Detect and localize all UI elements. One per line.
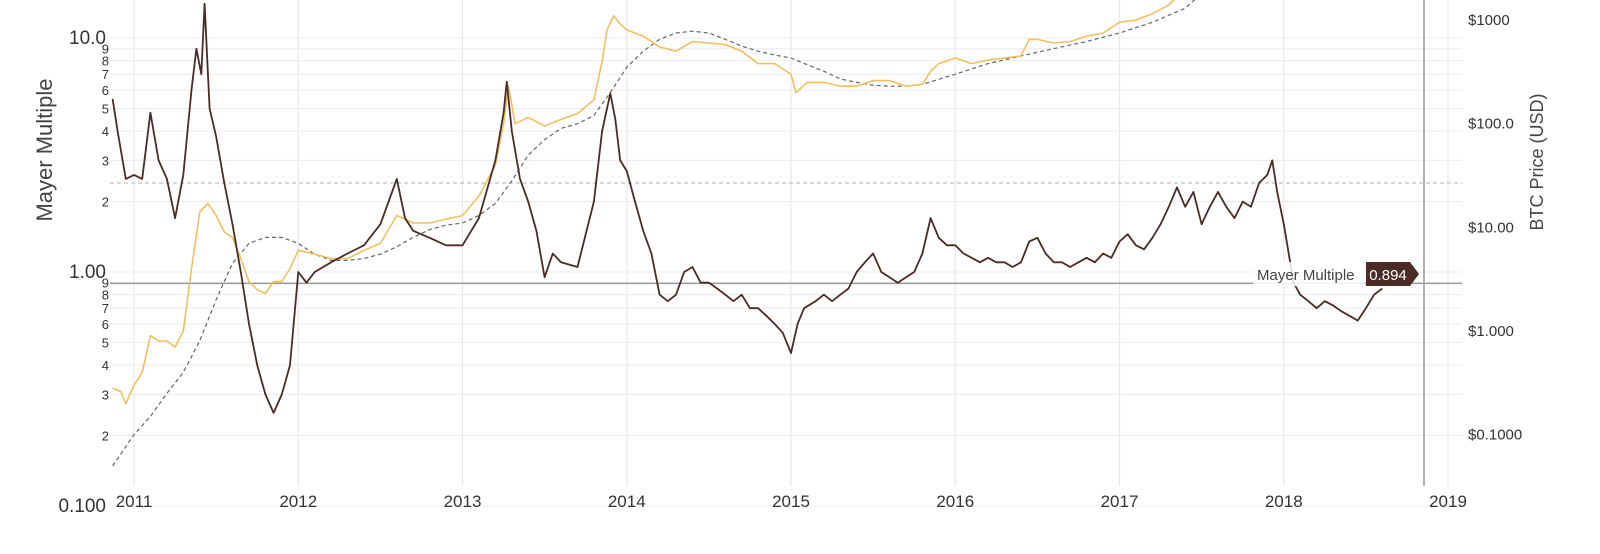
y-right-tick-label: $1000 [1468,12,1510,29]
x-tick-label-2015: 2015 [772,492,810,511]
y-axis-right-title: BTC Price (USD) [1527,93,1547,230]
y-left-minor-tick-label: 7 [102,67,109,82]
series-layer [111,0,1383,467]
x-tick-label-2017: 2017 [1101,492,1139,511]
x-tick-label-2018: 2018 [1265,492,1303,511]
y-right-tick-label: $100.0 [1468,116,1514,133]
y-left-minor-tick-label: 6 [102,317,109,332]
y-left-minor-tick-label: 5 [102,101,109,116]
y-left-minor-tick-label: 9 [102,276,109,291]
y-left-major-tick-label: 0.100 [58,496,106,517]
y-left-minor-tick-label: 7 [102,301,109,316]
y-right-tick-label: $10.00 [1468,219,1514,236]
y-left-minor-tick-label: 6 [102,83,109,98]
y-axis-left-title: Mayer Multiple [32,78,57,221]
y-left-major-tick-label: 10.0 [69,28,106,49]
current-value-label-bg [1253,262,1365,286]
current-value-number: 0.894 [1369,267,1407,284]
current-value-badge [1366,262,1419,286]
y-left-minor-tick-label: 2 [102,195,109,210]
y-left-minor-tick-label: 3 [102,153,109,168]
y-left-minor-tick-label: 9 [102,42,109,57]
y-left-minor-tick-label: 4 [102,124,109,139]
x-tick-label-2012: 2012 [279,492,317,511]
x-tick-label-2011: 2011 [116,492,153,511]
y-left-minor-tick-label: 8 [102,288,109,303]
x-tick-label-2014: 2014 [608,492,646,511]
y-left-minor-tick-label: 2 [102,429,109,444]
series-line-mayer-multiple [111,2,1383,414]
x-tick-label-2016: 2016 [936,492,974,511]
y-left-minor-tick-label: 8 [102,54,109,69]
y-left-minor-tick-label: 3 [102,387,109,402]
x-tick-label-2019: 2019 [1429,492,1467,511]
y-left-minor-tick-label: 5 [102,335,109,350]
y-right-tick-label: $0.1000 [1468,427,1522,444]
current-value-tag: Mayer Multiple 0.894 [1253,262,1419,286]
series-line-btc-price [112,0,1175,405]
y-left-major-tick-label: 1.00 [69,262,106,283]
current-value-label: Mayer Multiple [1257,267,1355,284]
series-line-200-day-moving-average [112,0,1196,467]
y-left-minor-tick-label: 4 [102,358,109,373]
x-tick-label-2013: 2013 [444,492,482,511]
reference-lines [110,182,1462,285]
y-right-tick-label: $1.000 [1468,323,1514,340]
axis-layer: 2011 2012 2013 2014 2015 2016 2017 2018 2019 10.0… [58,0,1522,517]
